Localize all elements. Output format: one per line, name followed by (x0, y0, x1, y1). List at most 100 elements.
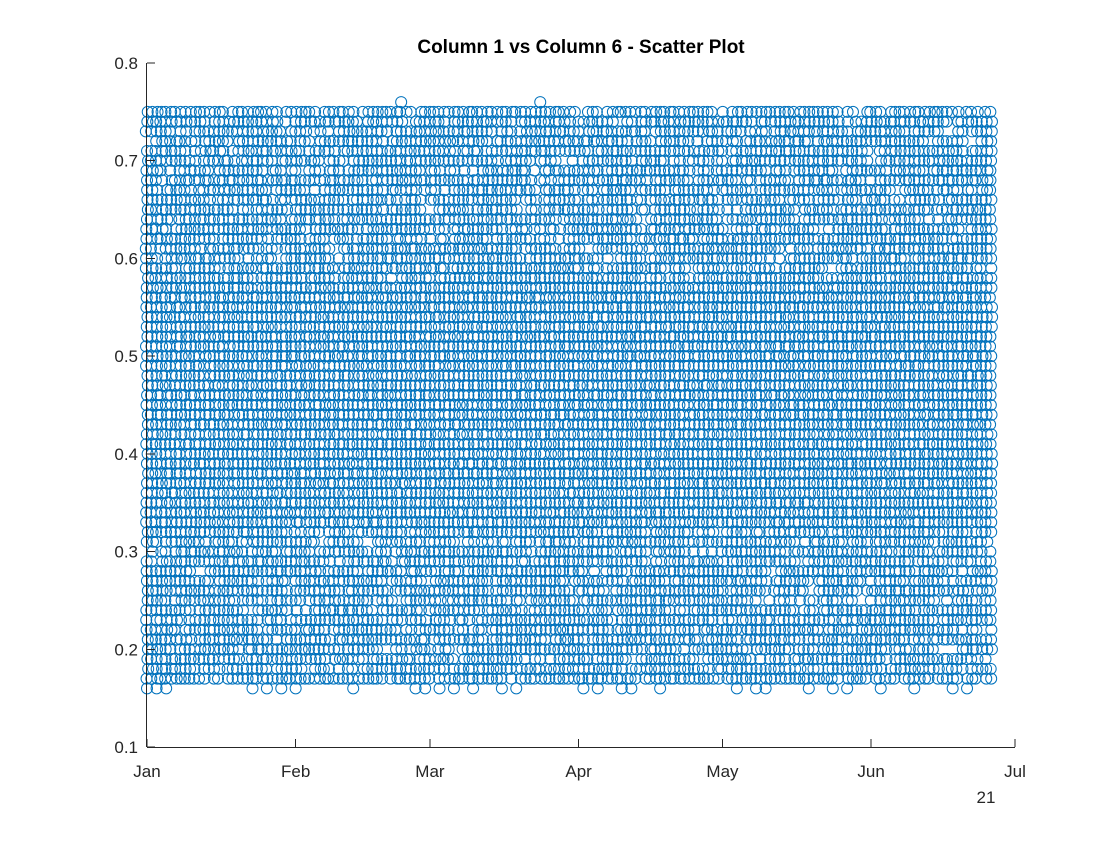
scatter-point (221, 672, 234, 685)
scatter-point (154, 164, 167, 177)
scatter-point (202, 203, 215, 216)
scatter-point (221, 623, 234, 636)
scatter-point (188, 369, 201, 382)
scatter-point (170, 506, 183, 519)
scatter-point (174, 526, 187, 539)
scatter-point (144, 203, 157, 216)
scatter-point (212, 653, 225, 666)
scatter-point (183, 330, 196, 343)
scatter-point (174, 125, 187, 138)
scatter-point (188, 164, 201, 177)
scatter-point (188, 526, 201, 539)
scatter-point (155, 213, 168, 226)
scatter-point (142, 271, 155, 284)
scatter-point (212, 223, 225, 236)
scatter-point (174, 330, 187, 343)
scatter-point (159, 262, 172, 275)
scatter-point (183, 281, 196, 294)
scatter-point (163, 340, 176, 353)
scatter-point (202, 223, 215, 236)
scatter-point (192, 359, 205, 372)
scatter-point (183, 574, 196, 587)
scatter-point (165, 399, 178, 411)
scatter-point (159, 144, 172, 157)
scatter-point (164, 438, 177, 451)
scatter-point (173, 135, 186, 148)
scatter-point (202, 447, 215, 460)
scatter-point (150, 574, 163, 587)
scatter-point (208, 271, 221, 284)
scatter-point (163, 379, 176, 392)
scatter-point (198, 281, 211, 294)
scatter-point (207, 350, 220, 363)
scatter-point (193, 653, 206, 666)
scatter-point (164, 565, 177, 578)
scatter-point (184, 203, 197, 216)
scatter-point (207, 545, 220, 558)
scatter-point (208, 457, 221, 470)
scatter-point (150, 115, 163, 128)
scatter-point (150, 565, 163, 578)
scatter-point (203, 105, 216, 118)
scatter-point (151, 672, 164, 685)
scatter-point (192, 311, 205, 324)
scatter-point (212, 330, 225, 343)
scatter-point (217, 418, 230, 431)
scatter-point (173, 604, 186, 617)
scatter-point (216, 105, 229, 118)
scatter-point (168, 144, 181, 157)
scatter-point (165, 213, 178, 226)
scatter-point (198, 125, 211, 138)
scatter-point (154, 457, 167, 470)
scatter-point (216, 555, 229, 568)
scatter-point (184, 506, 197, 519)
scatter-point (187, 457, 200, 470)
scatter-point (169, 232, 182, 245)
scatter-point (189, 105, 202, 118)
scatter-point (163, 555, 176, 568)
scatter-point (150, 301, 163, 314)
scatter-point (170, 399, 183, 411)
scatter-point (187, 653, 200, 666)
scatter-point (164, 301, 177, 314)
scatter-point (175, 613, 188, 626)
scatter-point (149, 438, 162, 451)
scatter-point (208, 359, 221, 372)
scatter-point (170, 242, 183, 255)
scatter-point (189, 623, 202, 636)
scatter-point (199, 428, 212, 441)
scatter-point (144, 242, 157, 255)
scatter-point (187, 486, 200, 499)
scatter-point (212, 135, 225, 148)
scatter-point (145, 389, 158, 402)
scatter-point (188, 399, 201, 411)
scatter-point (145, 359, 158, 372)
scatter-point (197, 330, 210, 343)
scatter-point (160, 281, 173, 294)
scatter-point (150, 506, 163, 519)
scatter-point (217, 584, 230, 597)
scatter-point (179, 486, 192, 499)
scatter-point (169, 262, 182, 275)
scatter-point (207, 144, 220, 157)
scatter-point (193, 125, 206, 138)
scatter-point (184, 320, 197, 333)
scatter-point (159, 516, 172, 529)
scatter-point (150, 320, 163, 333)
scatter-point (174, 565, 187, 578)
scatter-point (150, 359, 163, 372)
scatter-point (212, 428, 225, 441)
scatter-point (193, 174, 206, 187)
scatter-point (159, 125, 172, 138)
scatter-point (216, 213, 229, 226)
scatter-point (174, 574, 187, 587)
scatter-point (203, 633, 216, 646)
scatter-point (160, 271, 173, 284)
scatter-point (179, 594, 192, 607)
scatter-point (165, 193, 178, 206)
scatter-point (189, 330, 202, 343)
scatter-point (174, 359, 187, 372)
scatter-point (198, 613, 211, 626)
scatter-point (178, 252, 191, 265)
